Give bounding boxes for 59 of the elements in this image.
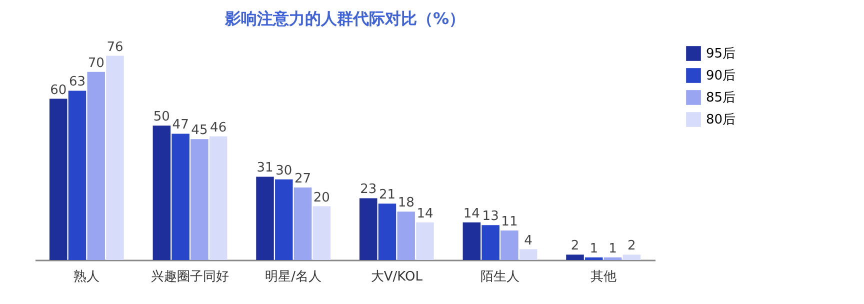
x-tick-label: 明星/名人 (265, 270, 322, 284)
data-label: 13 (482, 209, 499, 224)
bar (359, 198, 378, 260)
bar (209, 136, 228, 260)
x-tick-label: 熟人 (74, 270, 100, 284)
bar (190, 139, 208, 260)
data-label: 1 (608, 241, 617, 256)
bar (172, 134, 190, 260)
bar (462, 222, 481, 260)
data-label: 4 (524, 233, 532, 248)
data-label: 14 (416, 206, 434, 222)
bar (106, 56, 124, 260)
data-label: 21 (378, 188, 396, 203)
bar (585, 257, 603, 260)
x-tick-label: 其他 (590, 270, 616, 284)
bar (294, 187, 312, 260)
data-label: 76 (106, 40, 124, 55)
bar (275, 179, 293, 260)
data-label: 70 (88, 56, 104, 71)
data-label: 45 (191, 123, 208, 138)
data-label: 50 (153, 110, 170, 125)
data-label: 47 (172, 118, 189, 133)
bar (416, 222, 434, 260)
data-label: 14 (463, 206, 480, 222)
data-label: 20 (313, 190, 330, 206)
legend-label: 85后 (706, 90, 736, 106)
data-label: 60 (50, 82, 67, 98)
legend-label: 90后 (706, 68, 736, 84)
data-label: 30 (276, 163, 292, 178)
bar (519, 249, 538, 260)
bar (500, 230, 518, 260)
data-label: 18 (398, 196, 414, 211)
bar (604, 257, 622, 260)
data-label: 27 (294, 171, 312, 186)
bar (68, 90, 86, 260)
bar (622, 254, 641, 260)
bar (482, 225, 500, 260)
legend-label: 95后 (706, 46, 736, 62)
data-label: 2 (570, 238, 580, 254)
data-label: 1 (590, 241, 598, 256)
bar (378, 204, 396, 260)
x-tick-label: 大V/KOL (370, 270, 424, 284)
legend-label: 80后 (706, 112, 736, 128)
bar (87, 72, 105, 260)
bar (152, 126, 171, 260)
x-tick-label: 陌生人 (480, 270, 520, 284)
data-label: 31 (256, 160, 274, 176)
data-label: 46 (210, 120, 227, 136)
data-label: 11 (501, 214, 518, 230)
chart-title: 影响注意力的人群代际对比（%） (224, 8, 466, 28)
data-label: 23 (360, 182, 377, 198)
bar (312, 206, 331, 260)
data-label: 2 (628, 238, 636, 254)
bar (397, 212, 415, 260)
data-label: 63 (68, 74, 86, 90)
bar (49, 98, 68, 260)
bar (566, 254, 584, 260)
x-tick-label: 兴趣圈子同好 (151, 270, 229, 284)
bar (256, 176, 274, 260)
